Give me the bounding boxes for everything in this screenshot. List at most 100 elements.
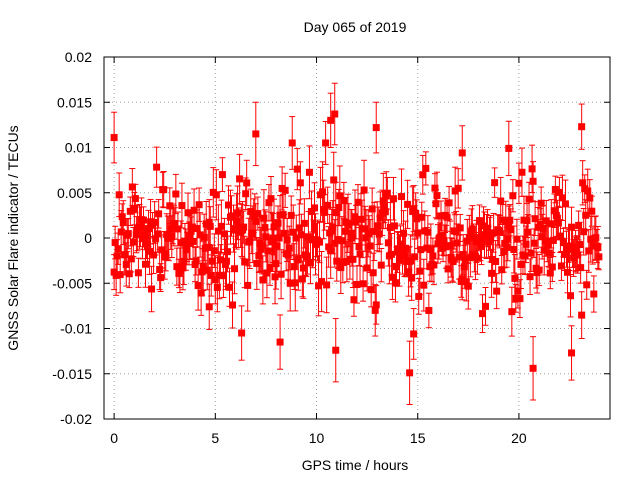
data-point (459, 251, 467, 259)
data-point (319, 188, 327, 196)
data-point (468, 225, 476, 233)
data-point (338, 237, 346, 245)
data-point (144, 240, 152, 248)
data-point (394, 245, 402, 253)
data-point (283, 236, 291, 244)
data-point (367, 286, 375, 294)
data-point (337, 264, 345, 272)
data-point (410, 205, 418, 213)
data-point (497, 197, 505, 205)
data-point (334, 235, 342, 243)
data-point (449, 258, 457, 266)
data-point (281, 186, 289, 194)
data-point (484, 224, 492, 232)
data-point (559, 239, 567, 247)
data-point (293, 165, 301, 173)
data-point (583, 281, 591, 289)
data-point (190, 206, 198, 214)
data-point (379, 197, 387, 205)
data-point (402, 244, 410, 252)
data-point (268, 238, 276, 246)
data-point (513, 235, 521, 243)
data-point (348, 234, 356, 242)
data-point (315, 282, 323, 290)
data-point (333, 257, 341, 265)
data-point (372, 301, 380, 309)
x-tick-label: 20 (511, 430, 527, 446)
data-point (584, 187, 592, 195)
data-point (134, 269, 142, 277)
data-point (154, 230, 162, 238)
y-axis-label: GNSS Solar Flare indicator / TECUs (5, 125, 21, 350)
data-point (361, 225, 369, 233)
data-point (359, 280, 367, 288)
data-point (433, 192, 441, 200)
data-point (386, 223, 394, 231)
data-point (258, 242, 266, 250)
data-point (194, 282, 202, 290)
data-point (427, 245, 435, 253)
data-point (265, 199, 273, 207)
y-tick-label: 0.005 (57, 185, 92, 201)
data-point (328, 227, 336, 235)
data-point (453, 239, 461, 247)
data-point (415, 292, 423, 300)
data-point (220, 230, 228, 238)
data-point (233, 217, 241, 225)
data-point (280, 229, 288, 237)
data-point (523, 217, 531, 225)
data-point (425, 306, 433, 314)
data-point (146, 247, 154, 255)
data-point (521, 252, 529, 260)
data-point (545, 249, 553, 257)
data-point (417, 246, 425, 254)
data-point (277, 270, 285, 278)
data-point (454, 184, 462, 192)
data-point (514, 287, 522, 295)
data-point (234, 209, 242, 217)
data-point (139, 216, 147, 224)
data-point (312, 240, 320, 248)
y-tick-label: 0.02 (65, 49, 92, 65)
data-point (116, 271, 124, 279)
data-point (365, 230, 373, 238)
data-point (124, 230, 132, 238)
data-point (273, 242, 281, 250)
data-point (565, 242, 573, 250)
data-point (275, 234, 283, 242)
data-point (502, 218, 510, 226)
data-point (585, 247, 593, 255)
data-point (431, 184, 439, 192)
data-point (588, 207, 596, 215)
data-point (434, 240, 442, 248)
data-point (398, 193, 406, 201)
data-point (429, 252, 437, 260)
data-point (130, 205, 138, 213)
data-point (208, 257, 216, 265)
data-point (590, 290, 598, 298)
data-point (511, 274, 519, 282)
y-tick-label: 0 (84, 230, 92, 246)
data-point (323, 281, 331, 289)
data-point (540, 246, 548, 254)
data-point (218, 171, 226, 179)
data-point (206, 222, 214, 230)
data-point (264, 247, 272, 255)
data-point (341, 227, 349, 235)
data-point (406, 369, 414, 377)
data-point (152, 235, 160, 243)
data-point (522, 240, 530, 248)
data-point (413, 215, 421, 223)
data-point (492, 257, 500, 265)
data-point (119, 219, 127, 227)
data-point (204, 243, 212, 251)
data-point (225, 283, 233, 291)
data-point (391, 279, 399, 287)
data-point (289, 228, 297, 236)
data-point (574, 251, 582, 259)
data-point (530, 239, 538, 247)
data-point (219, 272, 227, 280)
data-point (535, 266, 543, 274)
data-point (400, 229, 408, 237)
data-point (542, 217, 550, 225)
